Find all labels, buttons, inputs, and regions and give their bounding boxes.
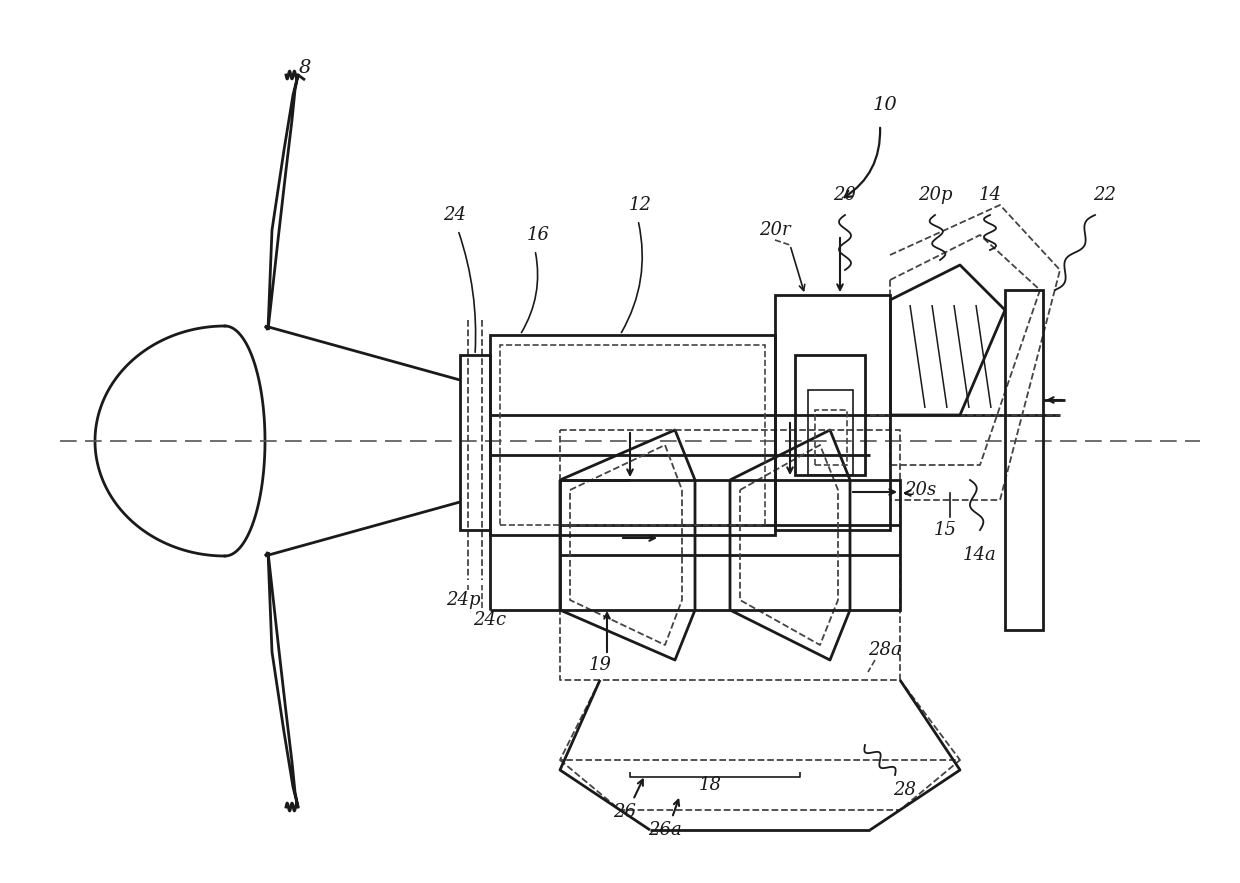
Text: 12: 12 [629, 196, 651, 214]
Text: 22: 22 [1094, 186, 1116, 204]
Text: 8: 8 [299, 59, 311, 77]
Bar [490, 335, 775, 535]
Text: 18: 18 [698, 776, 722, 794]
Text: 20r: 20r [759, 221, 791, 239]
Bar [560, 480, 900, 610]
Text: 14a: 14a [963, 546, 997, 564]
Text: 20: 20 [833, 186, 857, 204]
Text: 24p: 24p [445, 591, 480, 609]
Text: 16: 16 [527, 226, 549, 244]
Bar [795, 355, 866, 475]
Text: 19: 19 [589, 656, 611, 674]
Bar [500, 345, 765, 525]
Bar [815, 410, 847, 465]
Text: 26: 26 [614, 803, 636, 821]
Text: 26a: 26a [649, 821, 682, 839]
Text: 24c: 24c [474, 611, 507, 629]
Text: 14: 14 [978, 186, 1002, 204]
Text: 20p: 20p [918, 186, 952, 204]
FancyArrowPatch shape [844, 128, 880, 197]
Text: 20s: 20s [904, 481, 936, 499]
Text: 15: 15 [934, 521, 956, 539]
Bar [460, 355, 490, 530]
Bar [1004, 290, 1043, 630]
Bar [775, 295, 890, 530]
Text: 24: 24 [444, 206, 466, 224]
Bar [808, 390, 853, 475]
Text: 10: 10 [873, 96, 898, 114]
Text: 28: 28 [894, 781, 916, 799]
Text: 28a: 28a [868, 641, 901, 659]
